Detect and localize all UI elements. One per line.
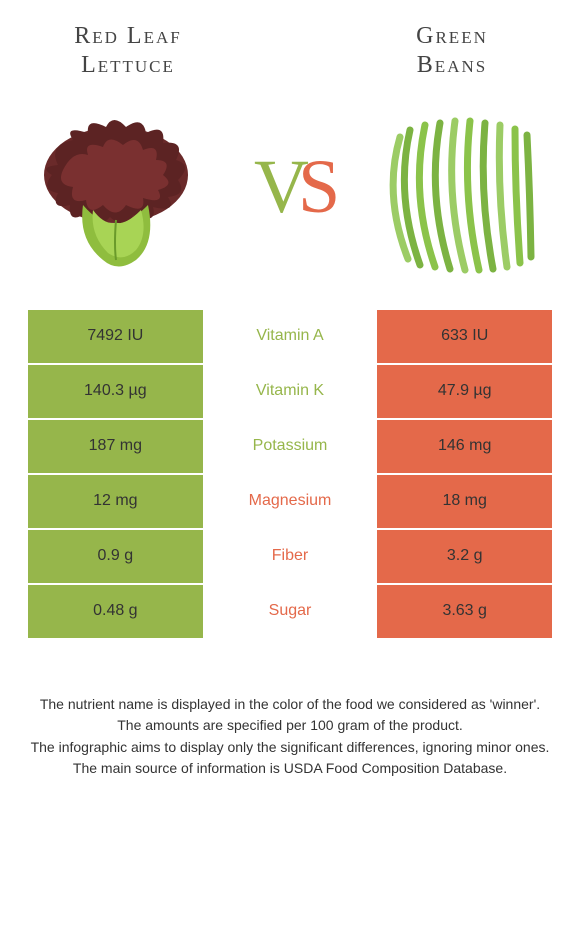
footnote-line: The infographic aims to display only the… [28, 738, 552, 758]
right-value-cell: 633 IU [377, 310, 552, 363]
right-value-cell: 146 mg [377, 420, 552, 473]
footnote-line: The amounts are specified per 100 gram o… [28, 716, 552, 736]
nutrient-name-cell: Magnesium [203, 475, 378, 528]
right-value-cell: 47.9 µg [377, 365, 552, 418]
table-row: 7492 IUVitamin A633 IU [28, 310, 552, 365]
left-value-cell: 0.48 g [28, 585, 203, 638]
right-value-cell: 3.63 g [377, 585, 552, 638]
left-value-cell: 7492 IU [28, 310, 203, 363]
table-row: 0.48 gSugar3.63 g [28, 585, 552, 640]
left-food-title: Red Leaf Lettuce [28, 22, 228, 80]
footnotes: The nutrient name is displayed in the co… [28, 695, 552, 779]
left-food-image [28, 105, 203, 280]
nutrient-name-cell: Sugar [203, 585, 378, 638]
left-value-cell: 187 mg [28, 420, 203, 473]
right-food-image [377, 105, 552, 280]
right-value-cell: 18 mg [377, 475, 552, 528]
vs-s: S [298, 145, 340, 229]
left-value-cell: 0.9 g [28, 530, 203, 583]
nutrient-name-cell: Vitamin A [203, 310, 378, 363]
table-row: 140.3 µgVitamin K47.9 µg [28, 365, 552, 420]
footnote-line: The main source of information is USDA F… [28, 759, 552, 779]
right-food-title: Green Beans [352, 22, 552, 80]
left-value-cell: 140.3 µg [28, 365, 203, 418]
right-value-cell: 3.2 g [377, 530, 552, 583]
left-title-line2: Lettuce [81, 52, 175, 78]
table-row: 187 mgPotassium146 mg [28, 420, 552, 475]
nutrient-name-cell: Potassium [203, 420, 378, 473]
vs-graphic: V S [220, 140, 360, 245]
nutrient-table: 7492 IUVitamin A633 IU140.3 µgVitamin K4… [28, 310, 552, 640]
right-title-line1: Green [416, 23, 488, 49]
left-title-line1: Red Leaf [74, 23, 181, 49]
titles-row: Red Leaf Lettuce Green Beans [28, 22, 552, 80]
nutrient-name-cell: Vitamin K [203, 365, 378, 418]
table-row: 12 mgMagnesium18 mg [28, 475, 552, 530]
nutrient-name-cell: Fiber [203, 530, 378, 583]
footnote-line: The nutrient name is displayed in the co… [28, 695, 552, 715]
images-row: V S [28, 98, 552, 288]
left-value-cell: 12 mg [28, 475, 203, 528]
table-row: 0.9 gFiber3.2 g [28, 530, 552, 585]
right-title-line2: Beans [417, 52, 487, 78]
